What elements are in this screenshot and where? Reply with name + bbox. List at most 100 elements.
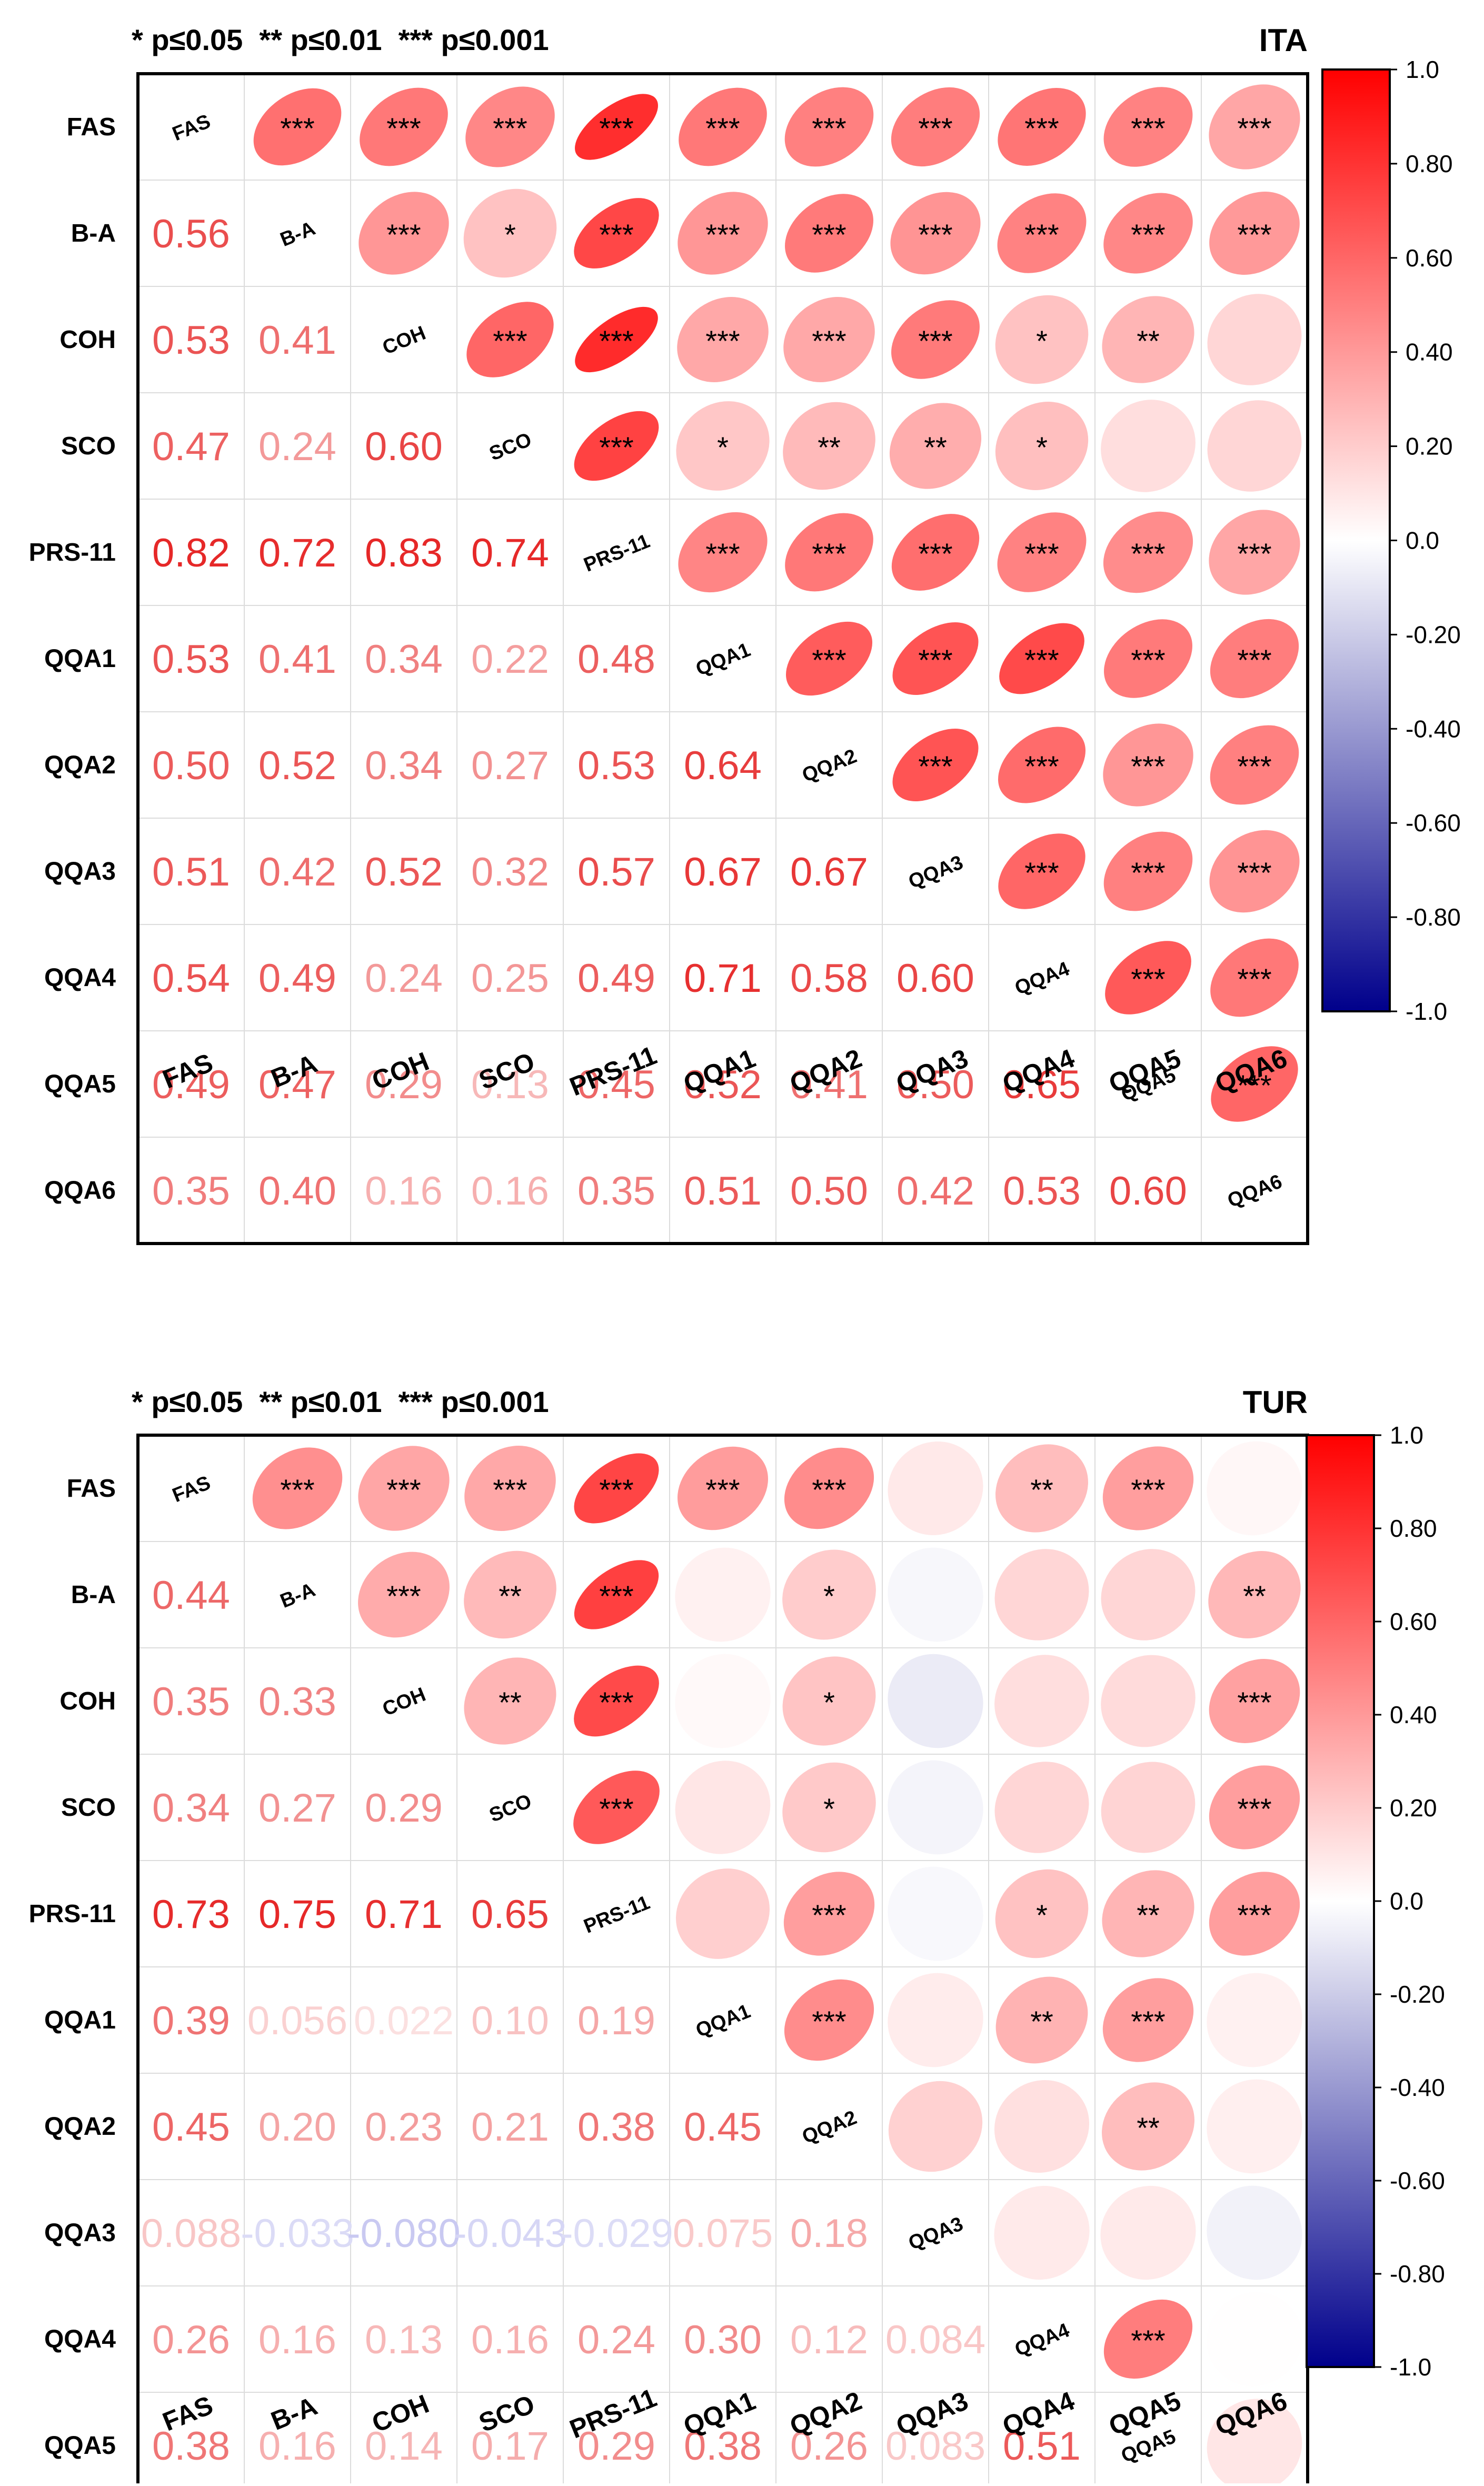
correlation-ellipse	[678, 192, 768, 275]
correlation-ellipse	[888, 1547, 983, 1642]
correlation-label: 0.24	[258, 424, 336, 469]
correlation-label: 0.71	[365, 1892, 443, 1937]
correlation-label: 0.12	[790, 2318, 868, 2362]
colorbar-tick-label: -1.0	[1406, 998, 1447, 1025]
correlation-ellipse	[995, 402, 1089, 490]
correlation-ellipse	[784, 1447, 874, 1529]
significance-stars: ***	[918, 750, 952, 783]
correlation-label: 0.65	[471, 1892, 549, 1937]
significance-stars: ***	[599, 1686, 633, 1719]
significance-stars: ***	[1024, 750, 1059, 783]
significance-stars: ***	[705, 537, 740, 570]
correlation-ellipse	[464, 1657, 556, 1745]
diagonal-label: QQA4	[1012, 2319, 1073, 2361]
colorbar-tick-label: -0.20	[1390, 1981, 1445, 2008]
diagonal-label: B-A	[277, 217, 318, 251]
row-label: COH	[59, 326, 116, 354]
diagonal-label: FAS	[170, 111, 214, 146]
correlation-ellipse	[1207, 400, 1302, 492]
significance-stars: ***	[599, 431, 633, 464]
colorbar-tick-label: 0.60	[1390, 1608, 1437, 1635]
correlation-label: -0.033	[241, 2211, 354, 2256]
significance-stars: ***	[599, 324, 633, 357]
correlation-label: 0.33	[258, 1679, 336, 1724]
colorbar-tick-label: -0.60	[1390, 2167, 1445, 2194]
correlation-ellipse	[891, 514, 980, 591]
correlation-label: 0.64	[684, 743, 762, 788]
correlation-label: 0.056	[247, 1998, 347, 2043]
correlation-ellipse	[1207, 2292, 1302, 2386]
significance-stars: ***	[1024, 856, 1059, 889]
correlation-label: 0.084	[885, 2318, 985, 2362]
correlation-label: 0.54	[152, 956, 230, 1001]
significance-stars: ***	[918, 218, 952, 251]
colorbar-tick-label: 0.0	[1390, 1887, 1423, 1915]
correlation-ellipse	[784, 87, 874, 167]
significance-stars: ***	[705, 112, 740, 145]
correlation-label: -0.029	[560, 2211, 673, 2256]
significance-stars: ***	[918, 643, 952, 677]
correlation-ellipse	[890, 192, 981, 275]
colorbar-tick-label: 0.60	[1406, 244, 1453, 272]
correlation-label: 0.82	[152, 531, 230, 575]
correlation-label: 0.19	[577, 1998, 655, 2043]
correlation-label: 0.34	[365, 637, 443, 682]
correlation-ellipse	[999, 623, 1084, 694]
correlation-ellipse	[1207, 2079, 1302, 2174]
correlation-label: 0.16	[365, 1169, 443, 1214]
significance-stars: *	[717, 431, 729, 464]
correlation-label: 0.29	[577, 2424, 655, 2469]
correlation-ellipse	[677, 297, 769, 382]
correlation-ellipse	[1103, 193, 1193, 274]
correlation-ellipse	[1103, 831, 1193, 911]
row-label: SCO	[61, 432, 116, 460]
colorbar-tick-label: -1.0	[1390, 2353, 1431, 2381]
correlation-ellipse	[782, 1656, 876, 1746]
colorbar-tick-label: -0.60	[1406, 809, 1461, 837]
significance-stars: **	[818, 431, 841, 464]
correlation-ellipse	[1207, 2185, 1302, 2280]
significance-stars: ***	[599, 1473, 633, 1506]
correlation-ellipse	[1209, 1872, 1300, 1956]
diagonal-label: PRS-11	[581, 530, 653, 576]
correlation-label: 0.50	[152, 743, 230, 788]
correlation-ellipse	[1209, 84, 1300, 170]
matrix-frame	[136, 72, 1309, 1245]
correlation-label: 0.30	[684, 2318, 762, 2362]
correlation-label: 0.16	[471, 1169, 549, 1214]
correlation-ellipse	[1104, 619, 1192, 698]
correlation-label: 0.45	[152, 2105, 230, 2150]
correlation-ellipse	[888, 1760, 983, 1855]
significance-stars: ***	[1131, 2005, 1165, 2038]
colorbar-tick-label: 1.0	[1390, 1421, 1423, 1449]
significance-stars: ***	[812, 537, 846, 570]
correlation-label: 0.49	[577, 956, 655, 1001]
correlation-label: 0.52	[365, 850, 443, 894]
significance-stars: ***	[918, 324, 952, 357]
row-label: FAS	[67, 113, 116, 141]
diagonal-label: QQA2	[799, 2106, 860, 2148]
significance-stars: ***	[1131, 537, 1165, 570]
row-label: QQA1	[44, 2006, 116, 2034]
correlation-label: 0.27	[471, 743, 549, 788]
row-label: QQA4	[44, 964, 116, 992]
correlation-label: 0.35	[152, 1679, 230, 1724]
correlation-label: 0.27	[258, 1786, 336, 1831]
correlation-ellipse	[253, 88, 342, 166]
correlation-ellipse	[675, 1547, 771, 1642]
correlation-ellipse	[574, 198, 659, 269]
colorbar-tick-label: 0.80	[1406, 150, 1453, 177]
diagonal-label: FAS	[170, 1472, 214, 1507]
correlation-ellipse	[1102, 296, 1194, 383]
correlation-label: 0.21	[471, 2105, 549, 2150]
significance-stars: ***	[1237, 1686, 1271, 1719]
correlation-ellipse	[465, 86, 555, 167]
significance-stars: ***	[1131, 218, 1165, 251]
significance-stars: ***	[599, 112, 633, 145]
significance-stars: ***	[812, 324, 846, 357]
correlation-ellipse	[358, 1552, 450, 1638]
correlation-label: 0.41	[258, 637, 336, 682]
correlation-ellipse	[1207, 294, 1302, 385]
colorbar-tick-label: 0.0	[1406, 527, 1439, 554]
correlation-ellipse	[994, 1655, 1089, 1747]
